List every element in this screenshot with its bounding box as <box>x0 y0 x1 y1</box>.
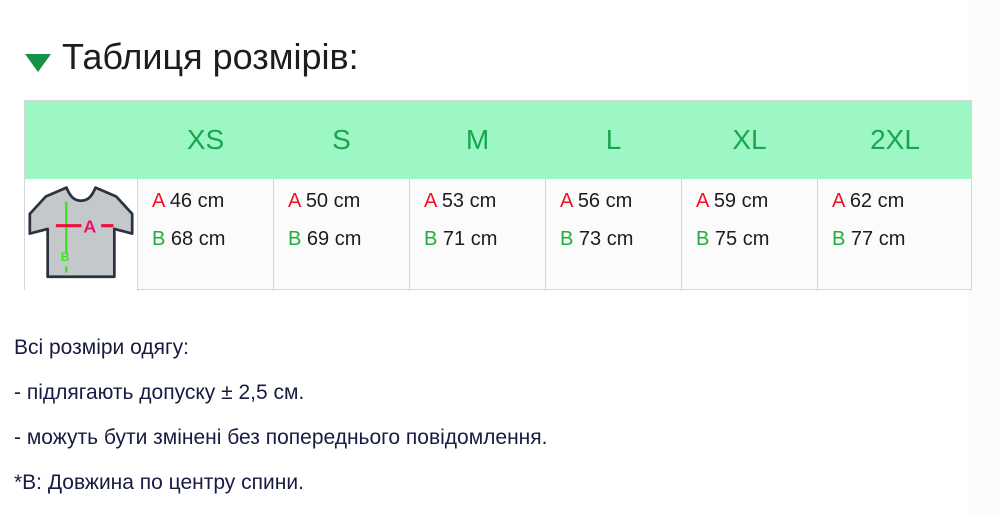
svg-text:B: B <box>61 250 70 264</box>
svg-text:A: A <box>83 217 96 237</box>
